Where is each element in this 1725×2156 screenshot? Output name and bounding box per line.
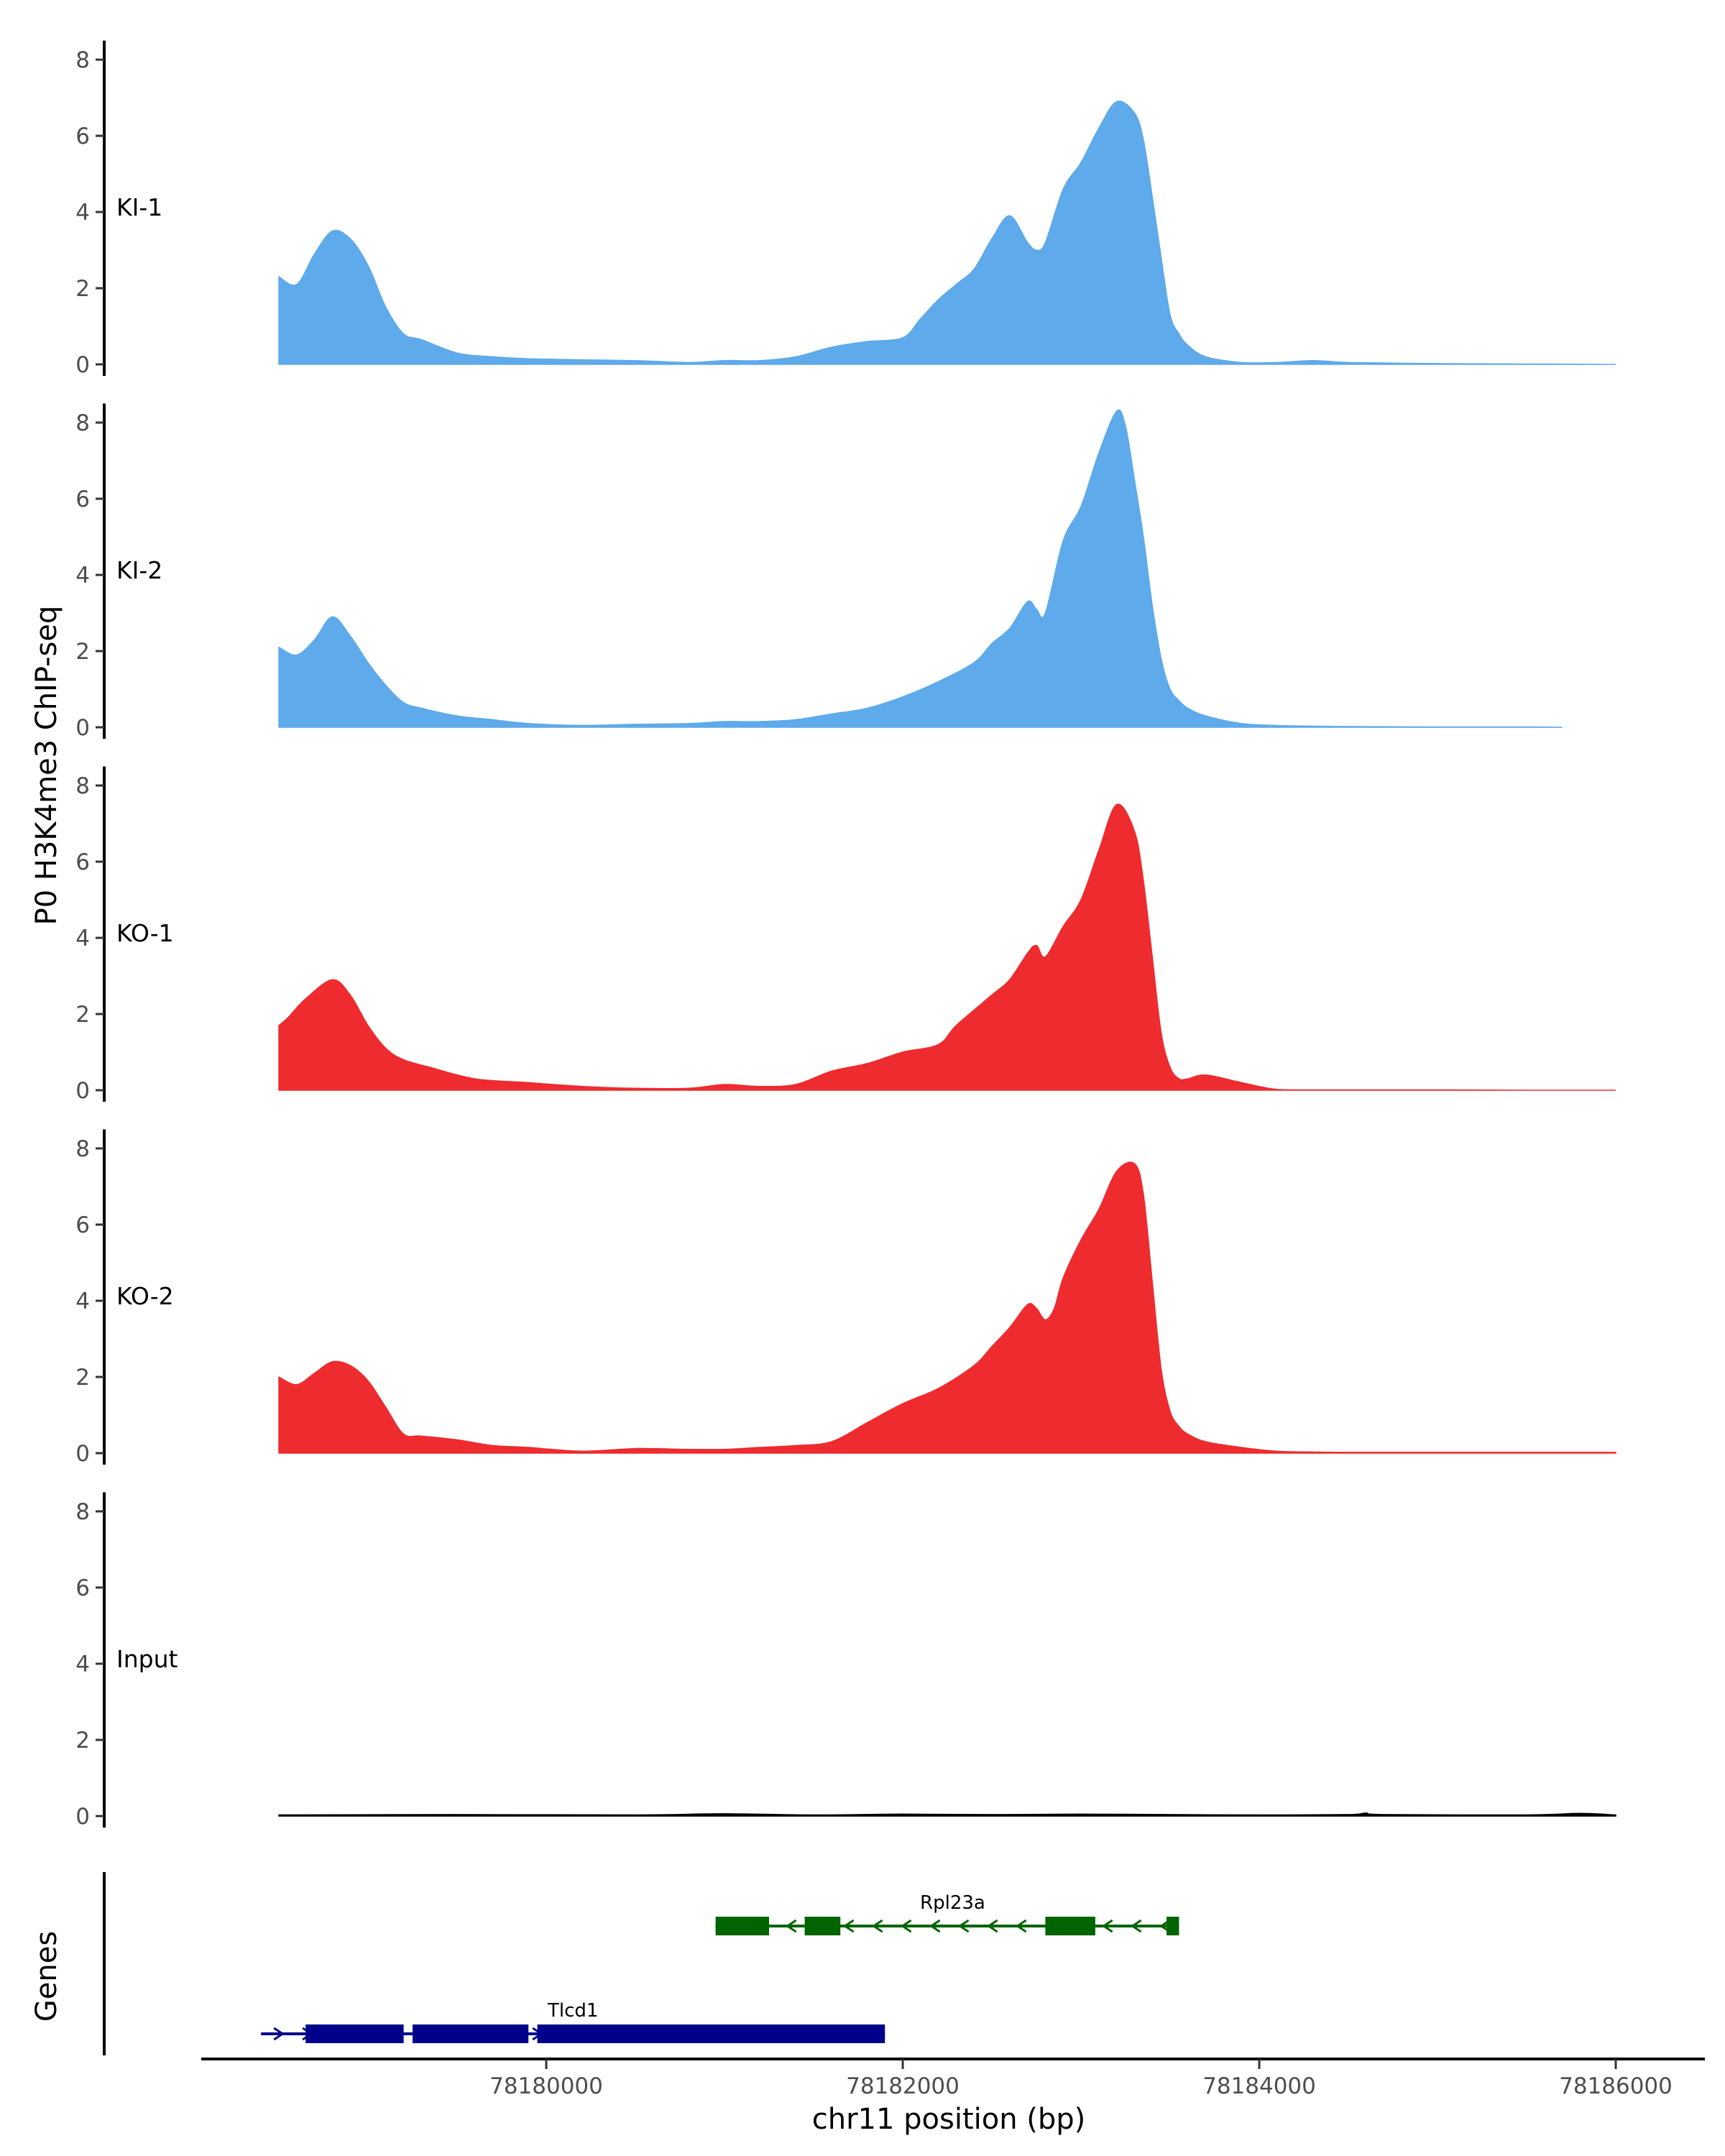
gene-exon — [413, 2024, 529, 2043]
strand-arrow — [842, 1919, 855, 1933]
strand-arrow — [1015, 1919, 1027, 1933]
y-tick-label: 2 — [75, 276, 90, 302]
y-tick-label: 4 — [75, 1289, 90, 1314]
strand-arrow — [986, 1919, 998, 1933]
y-tick-label: 2 — [75, 1728, 90, 1754]
x-axis: 78180000 78182000 78184000 78186000 — [201, 2058, 1705, 2099]
y-tick-label: 8 — [75, 1499, 90, 1525]
signal-area — [278, 1812, 1616, 1817]
y-tick-label: 0 — [75, 1804, 90, 1830]
y-tick-label: 4 — [75, 1651, 90, 1677]
strand-arrow — [957, 1919, 970, 1933]
gene-tlcd1: Tlcd1 — [261, 2000, 886, 2043]
strand-arrow — [1130, 1919, 1142, 1933]
genes-panel-title: Genes — [30, 1931, 63, 2022]
track-ki-1: 0 2 4 6 8 KI-1 — [75, 40, 1616, 378]
track-label: KI-2 — [116, 556, 162, 584]
signal-tracks: 0 2 4 6 8 KI-1 0 2 4 6 8 KI-2 0 2 4 6 8 KO-1 0 2 4 6 8 KO-2 0 2 4 6… — [75, 40, 1616, 1830]
track-ko-1: 0 2 4 6 8 KO-1 — [75, 766, 1616, 1104]
y-tick-label: 0 — [75, 715, 90, 741]
signal-area — [278, 100, 1616, 365]
y-tick-label: 4 — [75, 926, 90, 952]
track-ko-2: 0 2 4 6 8 KO-2 — [75, 1129, 1616, 1467]
strand-arrow — [1101, 1919, 1113, 1933]
y-tick-label: 8 — [75, 1136, 90, 1162]
gene-label: Rpl23a — [920, 1892, 985, 1914]
track-label: KO-1 — [116, 919, 174, 947]
x-tick-label: 78186000 — [1559, 2073, 1673, 2099]
track-input: 0 2 4 6 8 Input — [75, 1492, 1616, 1830]
gene-exon — [804, 1917, 841, 1935]
x-tick-label: 78180000 — [489, 2073, 603, 2099]
y-tick-label: 6 — [75, 1575, 90, 1601]
y-tick-label: 4 — [75, 563, 90, 589]
track-label: KI-1 — [116, 193, 162, 221]
y-axis-title: P0 H3K4me3 ChIP-seq — [30, 606, 63, 926]
y-tick-label: 2 — [75, 639, 90, 665]
strand-arrow — [785, 1919, 797, 1933]
y-tick-label: 6 — [75, 1212, 90, 1238]
strand-arrow — [900, 1919, 912, 1933]
gene-exon — [715, 1917, 769, 1935]
gene-exon — [305, 2024, 404, 2043]
y-tick-label: 6 — [75, 849, 90, 875]
y-tick-label: 0 — [75, 1078, 90, 1104]
gene-exon — [1167, 1917, 1179, 1935]
y-tick-label: 6 — [75, 124, 90, 149]
y-tick-label: 0 — [75, 352, 90, 378]
signal-area — [278, 803, 1616, 1091]
gene-exon — [1045, 1917, 1095, 1935]
y-tick-label: 8 — [75, 47, 90, 73]
strand-arrow — [871, 1919, 883, 1933]
signal-area — [278, 409, 1563, 728]
y-tick-label: 0 — [75, 1441, 90, 1467]
y-tick-label: 8 — [75, 410, 90, 436]
strand-arrow — [273, 2027, 285, 2041]
track-label: Input — [116, 1645, 178, 1673]
y-tick-label: 2 — [75, 1365, 90, 1391]
track-ki-2: 0 2 4 6 8 KI-2 — [75, 403, 1563, 741]
gene-label: Tlcd1 — [547, 2000, 598, 2022]
gene-exon — [537, 2024, 886, 2043]
x-tick-label: 78182000 — [846, 2073, 960, 2099]
strand-arrow — [929, 1919, 941, 1933]
y-tick-label: 2 — [75, 1002, 90, 1028]
x-axis-title: chr11 position (bp) — [812, 2103, 1086, 2136]
y-tick-label: 4 — [75, 200, 90, 226]
x-tick-label: 78184000 — [1202, 2073, 1316, 2099]
y-tick-label: 6 — [75, 487, 90, 512]
genes-panel: Rpl23a Tlcd1 — [103, 1872, 1179, 2055]
track-label: KO-2 — [116, 1282, 174, 1310]
signal-area — [278, 1161, 1616, 1454]
y-tick-label: 8 — [75, 773, 90, 799]
gene-rpl23a: Rpl23a — [715, 1892, 1179, 1935]
